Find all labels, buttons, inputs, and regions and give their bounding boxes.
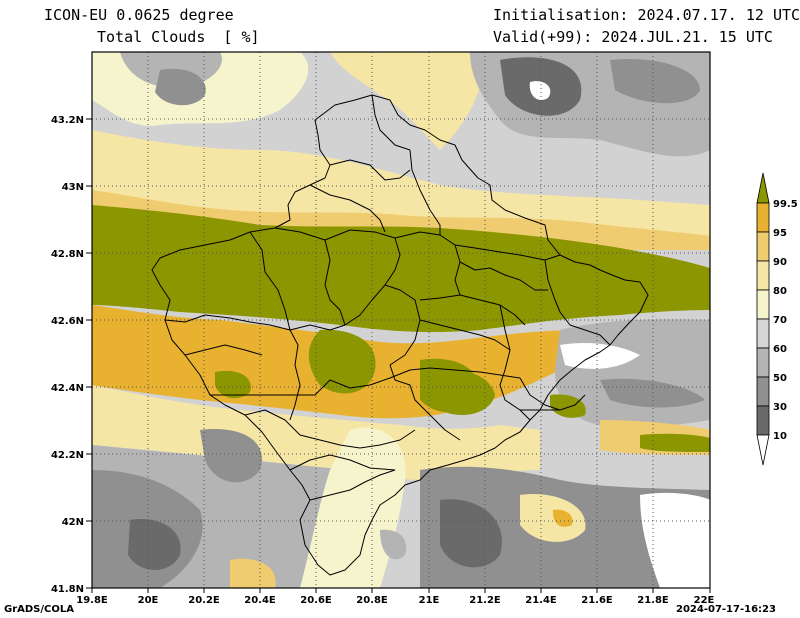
lon-label: 21.8E bbox=[637, 595, 669, 606]
lat-label: 41.8N bbox=[51, 584, 84, 595]
country-boundary bbox=[151, 94, 649, 576]
legend-swatch bbox=[756, 231, 770, 262]
timestamp-text: 2024-07-17-16:23 bbox=[676, 604, 776, 615]
lon-label: 21.4E bbox=[525, 595, 557, 606]
lat-label: 43.2N bbox=[51, 115, 84, 126]
lat-label: 43N bbox=[62, 182, 84, 193]
boundaries bbox=[151, 94, 649, 576]
lon-label: 20.4E bbox=[244, 595, 276, 606]
lon-label: 20.8E bbox=[356, 595, 388, 606]
lon-label: 20E bbox=[138, 595, 159, 606]
lat-label: 42.8N bbox=[51, 249, 84, 260]
legend-label: 50 bbox=[773, 373, 787, 384]
variable-title: Total Clouds [ %] bbox=[97, 28, 260, 46]
lon-label: 20.6E bbox=[300, 595, 332, 606]
legend-swatch bbox=[756, 260, 770, 291]
legend-swatch bbox=[756, 318, 770, 349]
lat-label: 42.6N bbox=[51, 316, 84, 327]
legend-label: 30 bbox=[773, 402, 787, 413]
lat-label: 42N bbox=[62, 517, 84, 528]
lat-label: 42.4N bbox=[51, 383, 84, 394]
lat-label: 42.2N bbox=[51, 450, 84, 461]
lon-label: 21.2E bbox=[469, 595, 501, 606]
color-legend: 99.5 95 90 80 70 60 50 30 10 bbox=[756, 172, 798, 466]
lon-label: 21.6E bbox=[581, 595, 613, 606]
legend-swatch bbox=[756, 202, 770, 233]
initialisation-text: Initialisation: 2024.07.17. 12 UTC bbox=[493, 6, 800, 24]
lon-label: 19.8E bbox=[76, 595, 108, 606]
lon-label: 20.2E bbox=[188, 595, 220, 606]
grid-lines bbox=[92, 52, 710, 588]
lon-label: 21E bbox=[419, 595, 440, 606]
legend-label: 95 bbox=[773, 228, 787, 239]
lon-label: 22E bbox=[694, 595, 715, 606]
legend-swatch bbox=[756, 289, 770, 320]
legend-label: 70 bbox=[773, 315, 787, 326]
lat-axis bbox=[86, 118, 92, 589]
credit-text: GrADS/COLA bbox=[4, 604, 74, 615]
legend-label: 80 bbox=[773, 286, 787, 297]
model-title: ICON-EU 0.0625 degree bbox=[44, 6, 234, 24]
legend-arrow-bottom bbox=[756, 434, 770, 466]
legend-label: 60 bbox=[773, 344, 787, 355]
legend-label: 90 bbox=[773, 257, 787, 268]
legend-label: 99.5 bbox=[773, 199, 798, 210]
legend-swatch bbox=[756, 347, 770, 378]
legend-label: 10 bbox=[773, 431, 787, 442]
lon-axis bbox=[91, 588, 711, 593]
legend-swatch bbox=[756, 405, 770, 436]
valid-time-text: Valid(+99): 2024.JUL.21. 15 UTC bbox=[493, 28, 773, 46]
legend-swatch bbox=[756, 376, 770, 407]
legend-arrow-top bbox=[756, 172, 770, 204]
